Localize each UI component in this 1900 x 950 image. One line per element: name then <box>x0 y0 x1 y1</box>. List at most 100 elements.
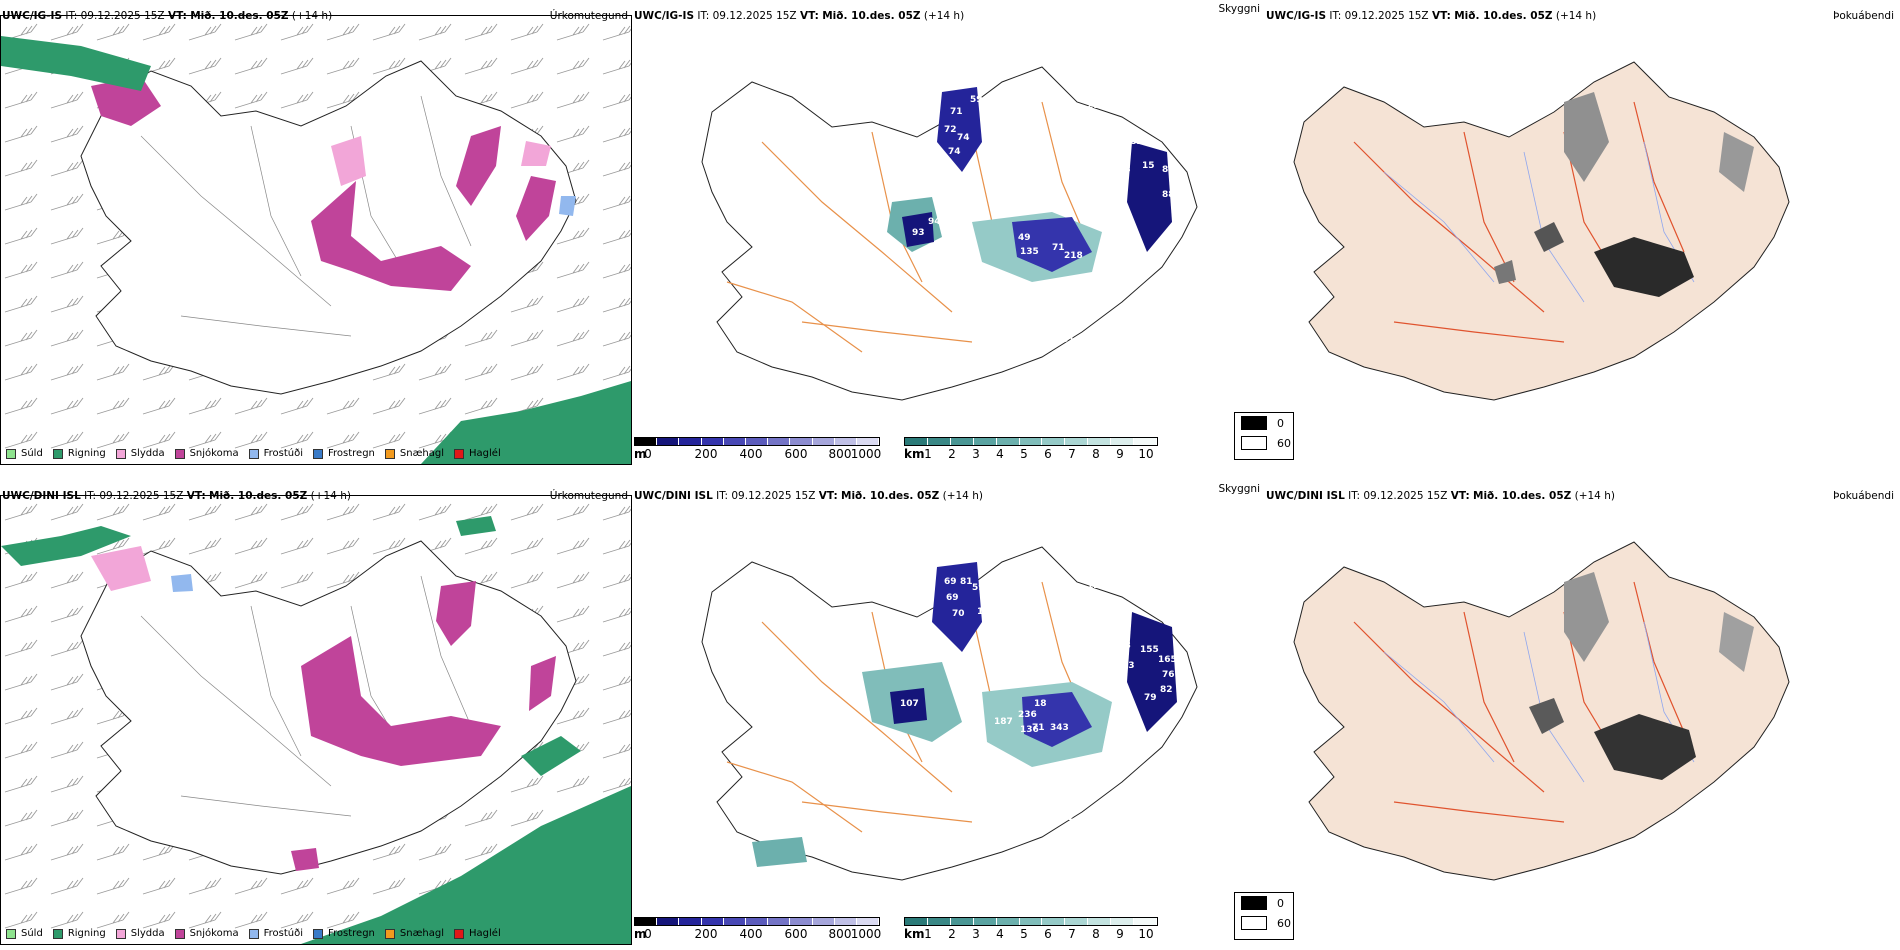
ceiling-label: 236 <box>1018 710 1037 720</box>
legend-swatch <box>454 448 465 459</box>
precip-panel-1: UWC/IG-IS IT: 09.12.2025 15Z VT: Mið. 10… <box>0 0 632 475</box>
snow-area <box>436 581 476 646</box>
ceiling-label: 71 <box>1032 723 1045 733</box>
fog-area <box>1494 260 1516 284</box>
legend-swatch <box>384 448 395 459</box>
ceiling-label: 135 <box>1020 247 1039 257</box>
ceiling-label: 49 <box>1018 233 1031 243</box>
sleet-area <box>331 136 366 186</box>
fog-title: Þokuábendi <box>1833 490 1894 502</box>
color-step <box>834 438 857 445</box>
legend-swatch <box>1241 896 1267 910</box>
road-network <box>140 95 472 337</box>
ceiling-ticks: m 0 200 400 600 800 1000 <box>634 927 882 941</box>
color-step <box>1111 918 1135 925</box>
ceiling-label: 48 <box>1140 593 1153 603</box>
ceiling-labels: 71 72 74 74 59 166 33 29 152 146 56 182 … <box>728 95 1175 345</box>
color-step <box>768 918 791 925</box>
color-step <box>1019 438 1043 445</box>
sleet-area <box>91 546 151 591</box>
ceiling-label: 59 <box>972 583 985 593</box>
fog-panel-2: UWC/DINI ISL IT: 09.12.2025 15Z VT: Mið.… <box>1234 480 1900 950</box>
legend-swatch <box>115 928 126 939</box>
ceiling-label: 79 <box>1144 693 1157 703</box>
fog-map <box>1293 541 1790 881</box>
color-step <box>635 438 658 445</box>
legend-item-hail: Haglél <box>454 448 501 459</box>
color-step <box>905 438 928 445</box>
ceiling-labels: 69 81 69 70 132 59 126 188 142 48 288 15… <box>732 577 1177 823</box>
visibility-colorbar: km 1 2 3 4 5 6 7 8 9 10 <box>904 917 1158 941</box>
color-step <box>1134 918 1157 925</box>
visibility-colorbar-strip <box>904 437 1158 446</box>
color-step <box>905 918 928 925</box>
visibility-colorbar-strip <box>904 917 1158 926</box>
ceiling-label: 63 <box>732 591 745 601</box>
low-ceiling-area <box>1127 612 1177 732</box>
rain-area <box>421 381 631 464</box>
ceiling-label: 59 <box>970 95 983 105</box>
color-step <box>745 438 769 445</box>
color-step <box>927 438 951 445</box>
color-step <box>973 918 997 925</box>
ceiling-label: 142 <box>1096 611 1115 621</box>
ceiling-label: 165 <box>1158 655 1177 665</box>
ceiling-label: 107 <box>900 699 919 709</box>
road-network <box>1353 101 1685 343</box>
rain-area <box>456 516 496 536</box>
fog-title: Þokuábendi <box>1833 10 1894 22</box>
fog-legend-item: 60 <box>1235 433 1293 453</box>
precip-map <box>1 496 631 944</box>
rain-area <box>1 36 151 91</box>
ceiling-label: 69 <box>944 577 957 587</box>
legend-item-freezing-drizzle: Frostúði <box>248 928 303 939</box>
ceiling-label: 146 <box>1096 131 1115 141</box>
map-frame <box>0 495 632 945</box>
color-step <box>701 918 724 925</box>
ceiling-label: 132 <box>977 607 996 617</box>
rain-area <box>301 786 631 944</box>
ceiling-label: 33 <box>994 161 1007 171</box>
color-step <box>635 918 658 925</box>
snow-area <box>91 76 161 126</box>
snow-area <box>311 181 471 291</box>
road-network <box>1353 581 1685 823</box>
color-step <box>679 438 702 445</box>
color-step <box>679 918 702 925</box>
ceiling-label: 94 <box>928 217 941 227</box>
road-network <box>140 575 472 817</box>
color-step <box>657 918 680 925</box>
fog-legend-item: 60 <box>1235 913 1293 933</box>
ceiling-label: 71 <box>950 107 963 117</box>
legend-item-snow: Snjókoma <box>174 448 239 459</box>
visibility-colorbar: km 1 2 3 4 5 6 7 8 9 10 <box>904 437 1158 461</box>
precip-legend: Súld Rigning Slydda Snjókoma Frostúði Fr… <box>6 928 501 939</box>
fog-legend: 0 60 <box>1234 412 1294 460</box>
color-step <box>996 438 1020 445</box>
fog-area <box>1534 222 1564 252</box>
ceiling-ticks: m 0 200 400 600 800 1000 <box>634 447 882 461</box>
legend-item-freezing-drizzle: Frostúði <box>248 448 303 459</box>
fog-area <box>1529 698 1564 734</box>
freezing-drizzle-area <box>171 574 193 592</box>
ceiling-label: 136 <box>1020 725 1039 735</box>
legend-item-freezing-rain: Frostregn <box>313 448 375 459</box>
low-ceiling-area <box>1012 217 1092 272</box>
snow-area <box>291 848 319 871</box>
panel-header: UWC/DINI ISL IT: 09.12.2025 15Z VT: Mið.… <box>634 490 983 502</box>
visibility-panel-2: UWC/DINI ISL IT: 09.12.2025 15Z VT: Mið.… <box>632 480 1264 950</box>
fog-legend-item: 0 <box>1235 893 1293 913</box>
row-1: UWC/IG-IS IT: 09.12.2025 15Z VT: Mið. 10… <box>0 0 1894 475</box>
color-step <box>1042 438 1066 445</box>
legend-swatch <box>52 448 63 459</box>
ceiling-label: 343 <box>1050 723 1069 733</box>
ceiling-label: 31 <box>1062 335 1075 345</box>
color-step <box>1042 918 1066 925</box>
map-frame <box>0 15 632 465</box>
ceiling-colorbar-strip <box>634 917 880 926</box>
ceiling-colorbar-strip <box>634 437 880 446</box>
color-step <box>1019 918 1043 925</box>
rain-area <box>1 526 131 566</box>
legend-swatch <box>313 448 323 459</box>
legend-item-drizzle: Súld <box>6 448 43 459</box>
